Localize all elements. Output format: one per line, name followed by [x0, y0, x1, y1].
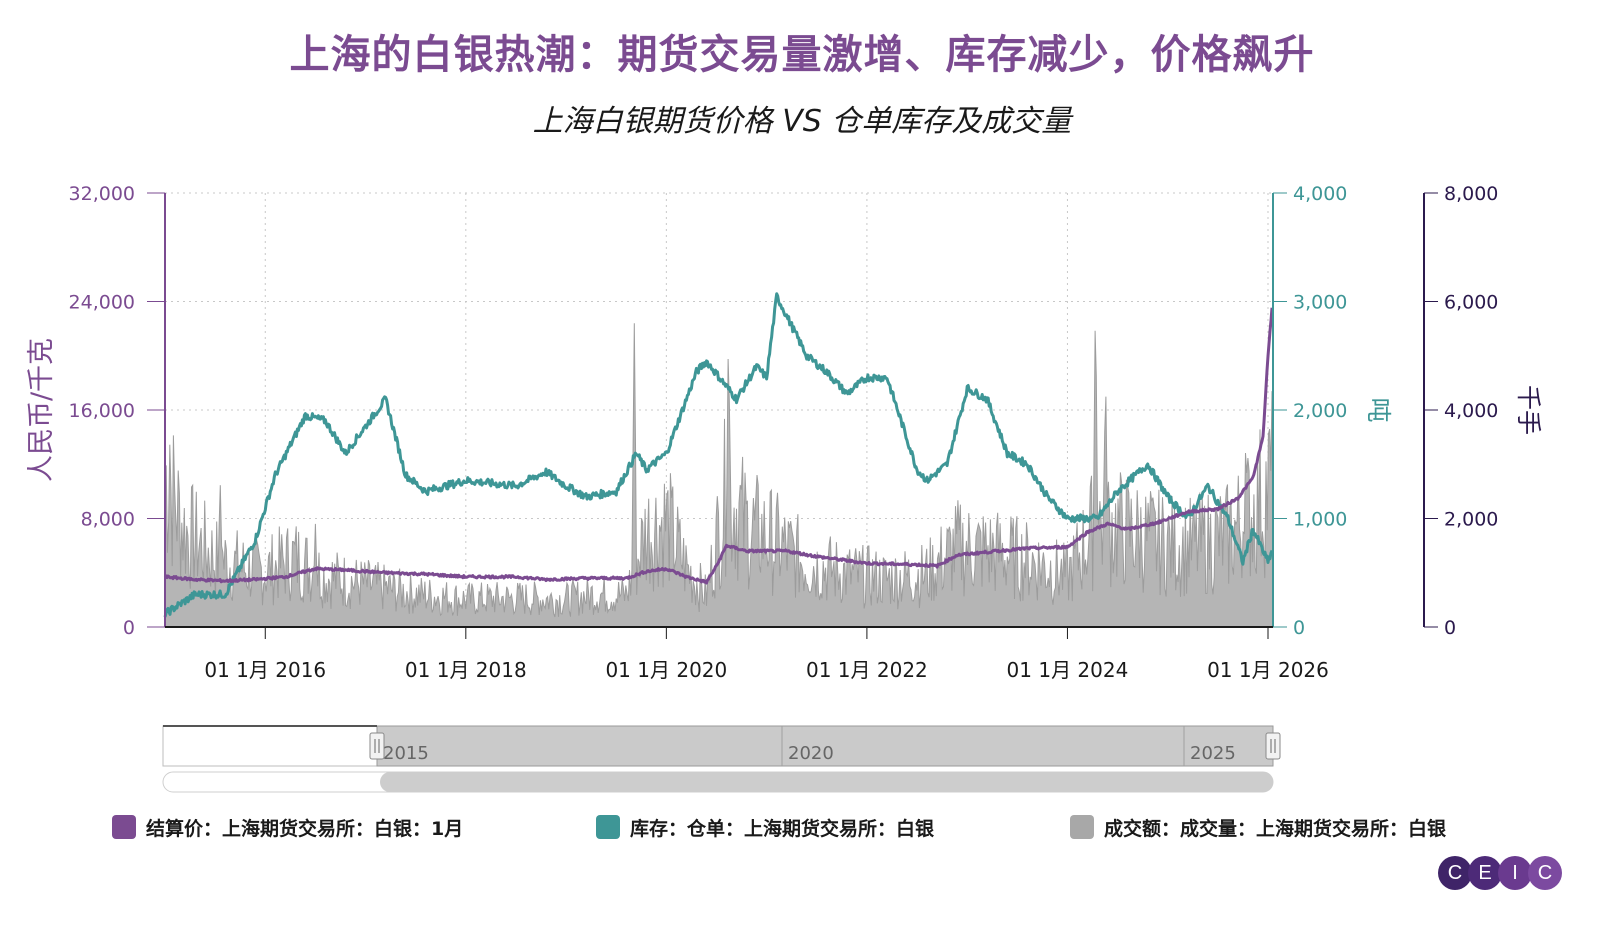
right2-axis-tick-label: 2,000 [1444, 509, 1498, 531]
ceic-logo: C E I C [1442, 856, 1562, 890]
right1-axis-title: 吨 [1364, 397, 1393, 422]
x-axis-tick-label: 01 1月 2020 [605, 658, 727, 682]
left-axis-tick-label: 0 [123, 617, 135, 639]
right1-axis-tick-label: 3,000 [1293, 292, 1347, 314]
legend-swatch-inventory [596, 815, 620, 839]
x-axis-tick-label: 01 1月 2026 [1207, 658, 1329, 682]
x-axis-tick-label: 01 1月 2018 [405, 658, 527, 682]
navigator-label: 2020 [788, 743, 834, 764]
right2-axis-tick-label: 0 [1444, 617, 1456, 639]
navigator-label: 2015 [383, 743, 429, 764]
right1-axis-tick-label: 2,000 [1293, 400, 1347, 422]
legend-item-price[interactable]: 结算价：上海期货交易所：白银：1月 [112, 812, 463, 842]
legend-swatch-volume [1070, 815, 1094, 839]
scrollbar-thumb[interactable] [380, 772, 1273, 792]
navigator-right-handle[interactable] [1266, 733, 1280, 759]
chart-area: 0 8,000 16,000 24,000 32,000 人民币/千克 0 1,000 2,00… [0, 0, 1604, 926]
legend-label-inventory: 库存：仓单：上海期货交易所：白银 [630, 814, 934, 841]
x-axis-tick-label: 01 1月 2024 [1007, 658, 1129, 682]
right2-axis-title: 千手 [1514, 385, 1543, 435]
right1-axis-tick-label: 4,000 [1293, 183, 1347, 205]
left-axis-tick-label: 16,000 [69, 400, 135, 422]
right2-axis-tick-label: 4,000 [1444, 400, 1498, 422]
logo-letter: E [1468, 856, 1502, 890]
logo-letter: C [1438, 856, 1472, 890]
left-axis-tick-label: 24,000 [69, 292, 135, 314]
volume-area [165, 323, 1273, 627]
legend-item-inventory[interactable]: 库存：仓单：上海期货交易所：白银 [596, 812, 934, 842]
legend-item-volume[interactable]: 成交额：成交量：上海期货交易所：白银 [1070, 812, 1446, 842]
right1-axis-tick-label: 1,000 [1293, 509, 1347, 531]
x-axis-tick-label: 01 1月 2022 [806, 658, 928, 682]
legend-label-volume: 成交额：成交量：上海期货交易所：白银 [1104, 814, 1446, 841]
navigator-left-handle[interactable] [370, 733, 384, 759]
logo-letter: C [1528, 856, 1562, 890]
left-axis-title: 人民币/千克 [26, 338, 57, 482]
navigator-label: 2025 [1190, 743, 1236, 764]
right2-axis-tick-label: 6,000 [1444, 292, 1498, 314]
right1-axis-tick-label: 0 [1293, 617, 1305, 639]
left-axis-tick-label: 32,000 [69, 183, 135, 205]
legend-label-price: 结算价：上海期货交易所：白银：1月 [146, 814, 463, 841]
right2-axis-tick-label: 8,000 [1444, 183, 1498, 205]
logo-letter: I [1498, 856, 1532, 890]
x-axis-tick-label: 01 1月 2016 [204, 658, 326, 682]
left-axis-tick-label: 8,000 [81, 509, 135, 531]
legend-swatch-price [112, 815, 136, 839]
